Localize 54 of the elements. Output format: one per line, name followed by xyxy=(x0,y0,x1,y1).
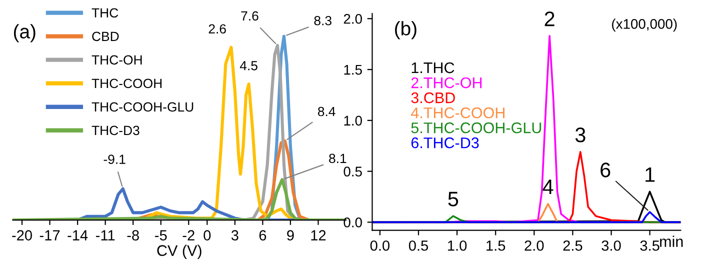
text: 3.CBD xyxy=(411,92,455,104)
annotation: 8.4 xyxy=(318,106,336,116)
x-tick-label: -5 xyxy=(155,230,167,240)
x-tick-label: -8 xyxy=(127,230,139,240)
y-tick-label: 1.0 xyxy=(344,116,362,126)
legend-label: THC-OH xyxy=(92,55,142,65)
x-tick-label: -14 xyxy=(68,230,88,240)
x-tick-label: 3.0 xyxy=(602,240,621,251)
legend-label: THC-COOH-GLU xyxy=(92,102,194,112)
y-tick-label: 1.5 xyxy=(344,65,362,75)
text: 4.THC-COOH xyxy=(411,107,504,118)
annotation: 4.5 xyxy=(240,61,258,70)
x-tick-label: 9 xyxy=(287,230,294,240)
annotation: 2.6 xyxy=(208,24,226,34)
x-tick-label: 2.0 xyxy=(524,240,544,251)
annotation: 8.3 xyxy=(314,16,332,26)
chart-title: (a) xyxy=(14,24,36,42)
annotation: -9.1 xyxy=(104,154,126,164)
text: 5.THC-COOH-GLU xyxy=(411,122,542,134)
annotation: 1 xyxy=(646,167,655,182)
x-tick-label: 2.5 xyxy=(563,240,582,251)
x-axis-title: min xyxy=(660,236,683,247)
x-tick-label: 3 xyxy=(231,230,238,240)
x-tick-label: -11 xyxy=(96,230,115,240)
legend-label: THC xyxy=(92,8,118,18)
x-tick-label: -2 xyxy=(182,230,194,240)
legend-label: CBD xyxy=(92,32,119,42)
text: 2.THC-OH xyxy=(411,77,482,88)
x-tick-label: 0.0 xyxy=(370,240,390,251)
x-tick-label: 0.5 xyxy=(408,240,428,251)
legend-label: THC-D3 xyxy=(92,126,140,136)
x-axis-title: CV (V) xyxy=(157,244,202,259)
annotation: 6 xyxy=(600,162,610,178)
x-tick-label: 6 xyxy=(259,230,266,240)
annotation: 7.6 xyxy=(241,11,258,21)
y-tick-label: 0.5 xyxy=(344,166,362,176)
text: 1.THC xyxy=(412,62,454,74)
x-tick-label: -20 xyxy=(12,230,32,240)
text: 6.THC-D3 xyxy=(411,137,479,148)
y-tick-label: 2.0 xyxy=(344,14,362,24)
x-tick-label: -17 xyxy=(40,230,60,240)
x-tick-label: 1.5 xyxy=(486,240,506,251)
annotation: (x100,000) xyxy=(612,18,677,32)
annotation: 8.1 xyxy=(329,154,346,164)
x-tick-label: 1.0 xyxy=(448,240,467,251)
annotation: 3 xyxy=(575,128,586,142)
chart-title: (b) xyxy=(395,21,416,40)
annotation: 2 xyxy=(544,12,554,26)
annotation: 5 xyxy=(448,192,458,206)
x-tick-label: 12 xyxy=(311,230,326,240)
x-tick-label: 0 xyxy=(204,230,211,240)
legend-label: THC-COOH xyxy=(92,78,162,88)
y-tick-label: 0.0 xyxy=(344,218,362,228)
x-tick-label: 3.5 xyxy=(640,240,660,251)
